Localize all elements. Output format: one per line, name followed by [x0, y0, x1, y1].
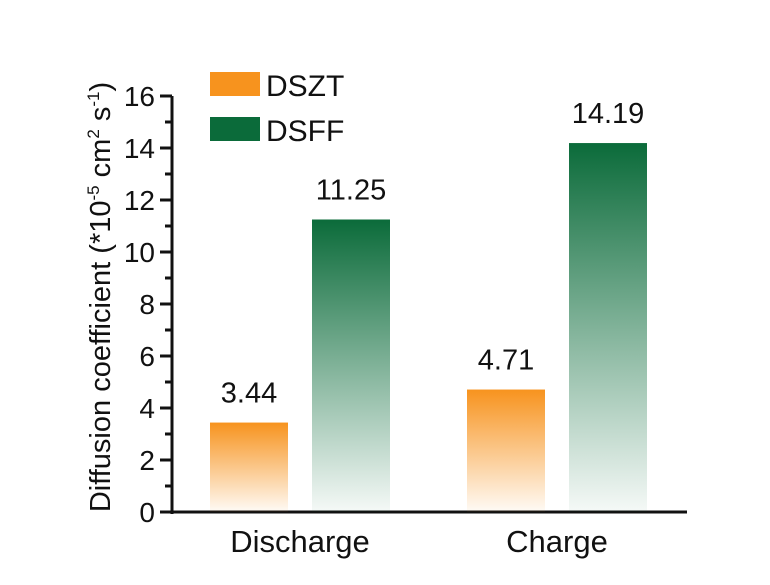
legend-swatch-dszt: [210, 72, 260, 96]
y-tick-label: 16: [124, 81, 155, 112]
bar-dsff-charge: [569, 143, 647, 512]
y-tick-label: 14: [124, 133, 155, 164]
bar-dsff-discharge: [312, 219, 390, 512]
value-labels: 3.44 11.25 4.71 14.19: [221, 98, 645, 410]
category-labels: Discharge Charge: [230, 524, 608, 559]
legend-swatch-dsff: [210, 117, 260, 141]
data-label-dszt-discharge: 3.44: [221, 378, 277, 410]
legend-label-dszt: DSZT: [266, 70, 344, 103]
y-tick-label: 4: [139, 393, 155, 424]
bar-dszt-charge: [467, 389, 545, 512]
legend: DSZT DSFF: [210, 70, 344, 148]
legend-label-dsff: DSFF: [266, 115, 344, 148]
y-ticks: 0 2 4 6 8 10 12 14 16: [124, 81, 172, 528]
data-label-dszt-charge: 4.71: [478, 345, 534, 377]
y-tick-label: 2: [139, 445, 155, 476]
y-tick-label: 0: [139, 497, 155, 528]
bars: [210, 143, 647, 512]
x-category-label: Discharge: [230, 524, 370, 559]
y-axis-label: Diffusion coefficient (*10-5 cm2 s-1): [84, 82, 117, 512]
y-tick-label: 12: [124, 185, 155, 216]
y-tick-label: 8: [139, 289, 155, 320]
data-label-dsff-discharge: 11.25: [316, 175, 386, 207]
data-label-dsff-charge: 14.19: [572, 98, 645, 130]
x-category-label: Charge: [506, 524, 608, 559]
y-tick-label: 10: [124, 237, 155, 268]
y-tick-label: 6: [139, 341, 155, 372]
bar-dszt-discharge: [210, 422, 288, 512]
